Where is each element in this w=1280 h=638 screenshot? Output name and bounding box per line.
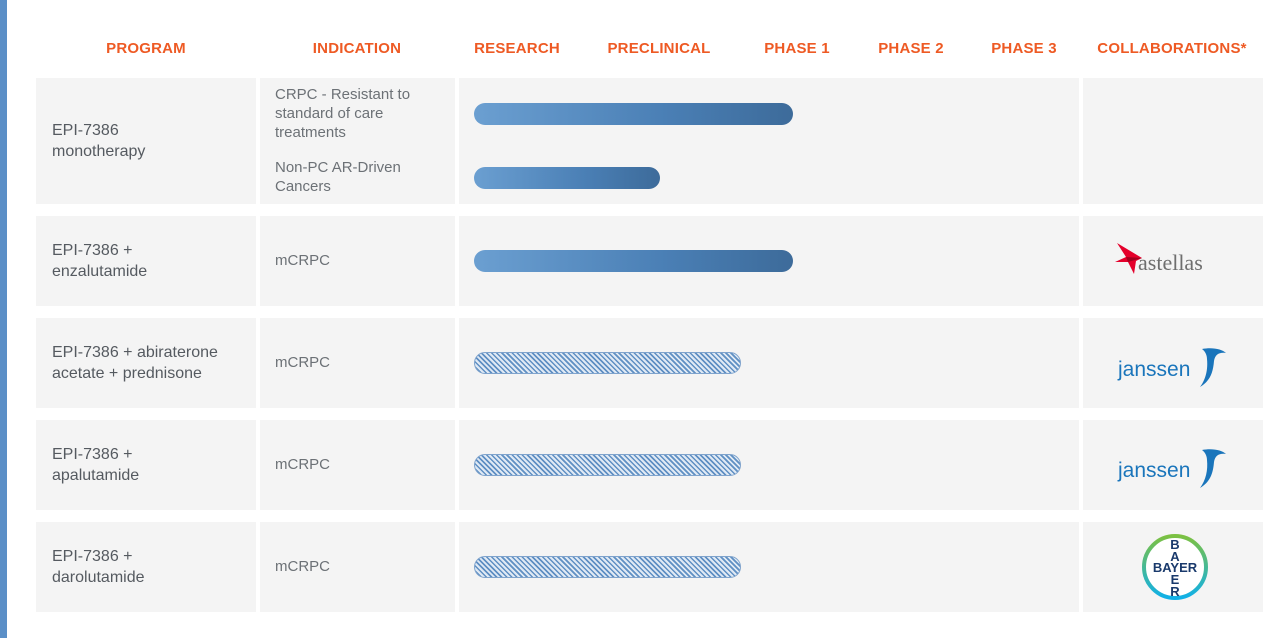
janssen-wordmark: janssen xyxy=(1117,459,1190,482)
row-3-program-cell xyxy=(36,318,256,408)
row-2-program: EPI-7386 + enzalutamide xyxy=(52,242,148,280)
progress-bar-row-5 xyxy=(474,556,741,578)
row-1-program: EPI-7386 monotherapy xyxy=(52,122,146,160)
header-collaborations: COLLABORATIONS* xyxy=(1097,40,1247,57)
row-5-program-cell xyxy=(36,522,256,612)
row-4-program: EPI-7386 + apalutamide xyxy=(52,446,140,484)
row-3-collaboration-cell xyxy=(1083,318,1263,408)
row-1-program-cell xyxy=(36,78,256,204)
svg-text:B: B xyxy=(1170,537,1179,552)
row-5-indication: mCRPC xyxy=(275,558,330,575)
header-phase-1: PHASE 1 xyxy=(764,40,830,57)
row-1-collaboration-cell xyxy=(1083,78,1263,204)
row-1-indication-1: CRPC - Resistant to standard of care tre… xyxy=(275,86,411,141)
progress-bar-row-2 xyxy=(474,250,793,272)
progress-bar-row-1b xyxy=(474,167,660,189)
row-5-indication-cell xyxy=(260,522,455,612)
row-2-indication: mCRPC xyxy=(275,252,330,269)
header-program: PROGRAM xyxy=(106,40,186,57)
bayer-cross-icon xyxy=(1142,534,1208,600)
janssen-logo-row-3: janssen xyxy=(1117,348,1226,387)
row-1-indication-2: Non-PC AR-Driven Cancers xyxy=(275,159,401,195)
svg-text:BAYER: BAYER xyxy=(1153,560,1198,575)
janssen-logo-row-4: janssen xyxy=(1117,449,1226,488)
row-2-collaboration-cell xyxy=(1083,216,1263,306)
row-3-indication-cell xyxy=(260,318,455,408)
row-4-indication-cell xyxy=(260,420,455,510)
header-preclinical: PRECLINICAL xyxy=(607,40,711,57)
row-3-indication: mCRPC xyxy=(275,354,330,371)
header-phase-3: PHASE 3 xyxy=(991,40,1057,57)
janssen-wordmark: janssen xyxy=(1117,358,1190,381)
progress-bar-row-3 xyxy=(474,352,741,374)
janssen-swoosh-icon xyxy=(1200,449,1226,488)
row-2-program-cell xyxy=(36,216,256,306)
astellas-wordmark: astellas xyxy=(1138,250,1203,275)
svg-text:A: A xyxy=(1170,549,1180,564)
astellas-logo: astellas xyxy=(1115,243,1203,275)
header-phase-2: PHASE 2 xyxy=(878,40,944,57)
progress-bar-row-1a xyxy=(474,103,793,125)
row-5-program: EPI-7386 + darolutamide xyxy=(52,548,145,586)
row-1-indication-cell xyxy=(260,78,455,204)
svg-text:E: E xyxy=(1171,572,1180,587)
row-3-program: EPI-7386 + abiraterone acetate + prednis… xyxy=(52,344,218,382)
svg-text:R: R xyxy=(1170,584,1180,599)
bayer-logo: B A BAYER E R xyxy=(1142,534,1208,600)
header-research: RESEARCH xyxy=(474,40,560,57)
row-2-indication-cell xyxy=(260,216,455,306)
header-indication: INDICATION xyxy=(312,40,402,57)
row-4-indication: mCRPC xyxy=(275,456,330,473)
row-4-collaboration-cell xyxy=(1083,420,1263,510)
janssen-swoosh-icon xyxy=(1200,348,1226,387)
left-accent-stripe xyxy=(0,0,7,638)
row-4-program-cell xyxy=(36,420,256,510)
progress-bar-row-4 xyxy=(474,454,741,476)
